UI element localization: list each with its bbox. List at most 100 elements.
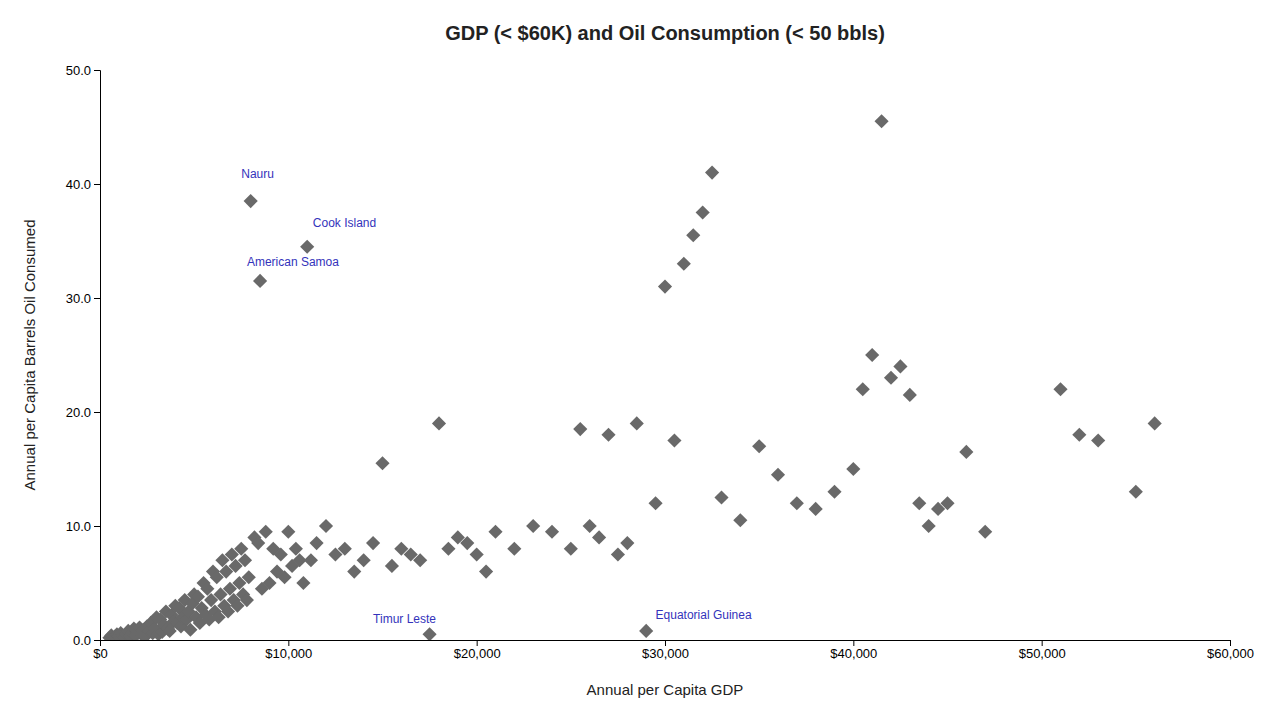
point	[667, 433, 681, 447]
y-tick: 40.0	[66, 177, 100, 192]
annotation: Nauru	[241, 167, 274, 181]
point	[903, 388, 917, 402]
x-tick: $20,000	[454, 640, 501, 661]
y-tick-label: 30.0	[66, 291, 91, 306]
annotation: American Samoa	[247, 255, 339, 269]
x-tick-label: $0	[93, 646, 107, 661]
point	[1053, 382, 1067, 396]
point	[488, 525, 502, 539]
y-axis-line	[94, 71, 101, 641]
point	[242, 570, 256, 584]
point	[922, 519, 936, 533]
title: GDP (< $60K) and Oil Consumption (< 50 b…	[445, 22, 885, 44]
point	[347, 565, 361, 579]
x-tick-label: $50,000	[1019, 646, 1066, 661]
y-axis: 0.0 10.0 20.0 30.0 40.0 50.0	[66, 63, 101, 648]
x-tick: $60,000	[1207, 640, 1254, 661]
x-axis-line	[101, 641, 1231, 647]
point	[630, 416, 644, 430]
point	[423, 627, 437, 640]
point	[771, 468, 785, 482]
point	[714, 490, 728, 504]
y-tick-label: 0.0	[73, 633, 91, 648]
point	[705, 166, 719, 180]
point	[696, 205, 710, 219]
point	[649, 496, 663, 510]
point	[658, 280, 672, 294]
point	[338, 542, 352, 556]
point	[1148, 416, 1162, 430]
x-tick: $40,000	[830, 640, 877, 661]
y-tick-mark	[94, 298, 100, 299]
point	[251, 536, 265, 550]
point	[375, 456, 389, 470]
point	[289, 542, 303, 556]
point	[460, 536, 474, 550]
y-tick: 10.0	[66, 519, 100, 534]
points	[102, 114, 1161, 640]
point	[300, 240, 314, 254]
y-tick-label: 40.0	[66, 177, 91, 192]
point	[296, 576, 310, 590]
point	[470, 547, 484, 561]
x-tick-label: $60,000	[1207, 646, 1254, 661]
annotation: Equatorial Guinea	[656, 608, 752, 622]
point	[611, 547, 625, 561]
x-tick-mark	[665, 640, 666, 646]
point	[200, 582, 214, 596]
x-tick-mark	[1230, 640, 1231, 646]
x-tick-label: $40,000	[830, 646, 877, 661]
point	[601, 428, 615, 442]
x-tick-label: $30,000	[642, 646, 689, 661]
annotation: Cook Island	[313, 216, 376, 230]
point	[790, 496, 804, 510]
y-tick: 20.0	[66, 405, 100, 420]
point	[234, 542, 248, 556]
point	[573, 422, 587, 436]
point	[262, 576, 276, 590]
point	[413, 553, 427, 567]
point	[865, 348, 879, 362]
point	[978, 525, 992, 539]
chart-svg: $0 $10,000 $20,000 $30,000 $40,000 $50,000 $60…	[0, 0, 1280, 720]
point	[620, 536, 634, 550]
point	[432, 416, 446, 430]
point	[583, 519, 597, 533]
point	[304, 553, 318, 567]
y-tick: 50.0	[66, 63, 100, 78]
y-axis-title: Annual per Capita Barrels Oil Consumed	[21, 220, 38, 491]
point	[507, 542, 521, 556]
point	[240, 593, 254, 607]
point	[526, 519, 540, 533]
point	[281, 525, 295, 539]
point	[479, 565, 493, 579]
x-tick-label: $10,000	[265, 646, 312, 661]
chart-container: $0 $10,000 $20,000 $30,000 $40,000 $50,000 $60…	[0, 0, 1280, 720]
y-tick-mark	[94, 526, 100, 527]
point	[686, 228, 700, 242]
x-tick-mark	[1042, 640, 1043, 646]
point	[959, 445, 973, 459]
y-tick-label: 20.0	[66, 405, 91, 420]
point	[592, 530, 606, 544]
point	[752, 439, 766, 453]
x-tick-mark	[853, 640, 854, 646]
point	[366, 536, 380, 550]
y-tick: 30.0	[66, 291, 100, 306]
point	[253, 274, 267, 288]
point	[259, 525, 273, 539]
y-tick-mark	[94, 70, 100, 71]
point	[277, 570, 291, 584]
point	[357, 553, 371, 567]
point	[893, 359, 907, 373]
point	[856, 382, 870, 396]
x-axis: $0 $10,000 $20,000 $30,000 $40,000 $50,000 $60…	[93, 640, 1254, 661]
y-tick-mark	[94, 640, 100, 641]
annotations: NauruCook IslandAmerican SamoaTimur Lest…	[241, 167, 752, 626]
point	[545, 525, 559, 539]
x-tick: $10,000	[265, 640, 312, 661]
x-tick-label: $20,000	[454, 646, 501, 661]
y-tick-label: 50.0	[66, 63, 91, 78]
point	[1129, 485, 1143, 499]
point	[385, 559, 399, 573]
